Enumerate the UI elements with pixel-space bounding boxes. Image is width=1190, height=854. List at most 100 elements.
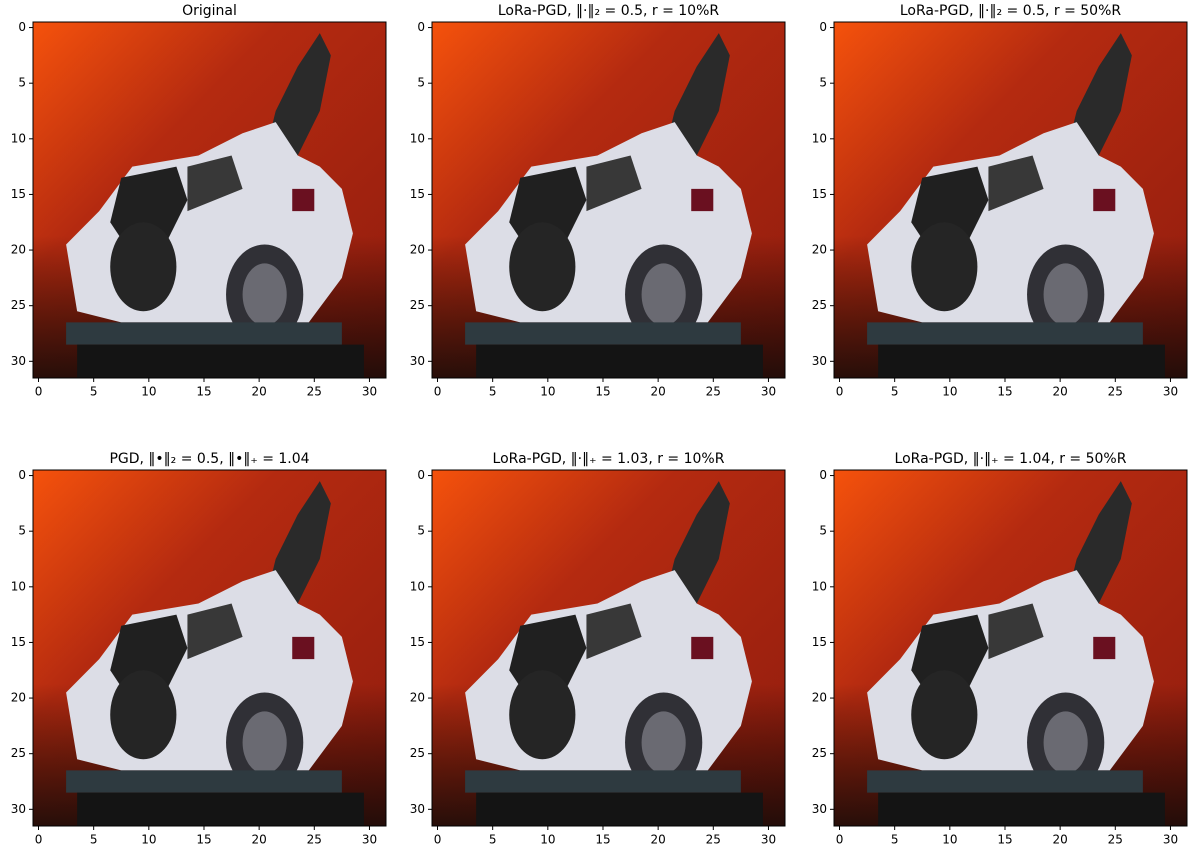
x-tick-label: 20 <box>252 833 267 847</box>
x-tick-label: 30 <box>761 385 776 399</box>
x-tick-label: 0 <box>836 385 844 399</box>
x-tick-label: 25 <box>1108 385 1123 399</box>
x-tick-label: 5 <box>891 385 899 399</box>
panel: LoRa-PGD, ‖·‖₂ = 0.5, r = 10%R 0 5 10 15 20 25… <box>410 3 785 399</box>
x-tick-label: 10 <box>141 833 156 847</box>
x-tick-label: 5 <box>90 385 98 399</box>
y-tick-label: 20 <box>410 243 425 257</box>
panel-title: LoRa-PGD, ‖·‖₊ = 1.03, r = 10%R <box>493 451 725 467</box>
y-tick-label: 10 <box>812 131 827 145</box>
x-tick-label: 5 <box>489 385 497 399</box>
x-tick-label: 30 <box>1163 385 1178 399</box>
y-tick-label: 15 <box>410 187 425 201</box>
y-tick-label: 25 <box>812 298 827 312</box>
y-tick-label: 20 <box>11 691 26 705</box>
x-tick-label: 30 <box>362 385 377 399</box>
image <box>33 22 386 378</box>
image <box>834 22 1187 378</box>
x-tick-label: 0 <box>35 385 43 399</box>
y-tick-label: 5 <box>18 76 26 90</box>
y-tick-label: 15 <box>11 187 26 201</box>
y-tick-label: 5 <box>417 76 425 90</box>
panel-title: LoRa-PGD, ‖·‖₊ = 1.04, r = 50%R <box>895 451 1127 467</box>
y-tick-label: 20 <box>11 243 26 257</box>
panel: Original 0 5 10 15 20 25 30 0 5 10 15 20 25 30 <box>11 3 386 399</box>
y-tick-label: 5 <box>18 524 26 538</box>
x-tick-label: 20 <box>651 385 666 399</box>
x-tick-label: 5 <box>90 833 98 847</box>
y-tick-label: 25 <box>11 298 26 312</box>
x-tick-label: 30 <box>761 833 776 847</box>
x-tick-label: 5 <box>891 833 899 847</box>
x-tick-label: 10 <box>942 833 957 847</box>
image <box>33 470 386 826</box>
y-tick-label: 30 <box>11 802 26 816</box>
y-tick-label: 10 <box>410 579 425 593</box>
y-tick-label: 25 <box>11 746 26 760</box>
y-tick-label: 30 <box>812 354 827 368</box>
panel-title: LoRa-PGD, ‖·‖₂ = 0.5, r = 10%R <box>498 3 720 19</box>
x-tick-label: 25 <box>1108 833 1123 847</box>
x-tick-label: 15 <box>997 385 1012 399</box>
x-tick-label: 5 <box>489 833 497 847</box>
image <box>432 470 785 826</box>
y-tick-label: 15 <box>410 635 425 649</box>
x-tick-label: 10 <box>141 385 156 399</box>
x-tick-label: 15 <box>595 833 610 847</box>
y-tick-label: 15 <box>11 635 26 649</box>
y-tick-label: 15 <box>812 635 827 649</box>
x-tick-label: 20 <box>1053 833 1068 847</box>
panel: LoRa-PGD, ‖·‖₂ = 0.5, r = 50%R 0 5 10 15 20 25… <box>812 3 1187 399</box>
x-tick-label: 15 <box>196 385 211 399</box>
y-tick-label: 0 <box>417 468 425 482</box>
image <box>834 470 1187 826</box>
y-tick-label: 25 <box>410 746 425 760</box>
x-tick-label: 10 <box>540 833 555 847</box>
x-tick-label: 30 <box>1163 833 1178 847</box>
panel-title: PGD, ‖•‖₂ = 0.5, ‖•‖₊ = 1.04 <box>109 451 309 467</box>
y-tick-label: 25 <box>410 298 425 312</box>
x-tick-label: 0 <box>836 833 844 847</box>
y-tick-label: 0 <box>417 20 425 34</box>
y-tick-label: 20 <box>812 691 827 705</box>
y-tick-label: 5 <box>819 524 827 538</box>
y-tick-label: 10 <box>11 579 26 593</box>
x-tick-label: 10 <box>540 385 555 399</box>
y-tick-label: 25 <box>812 746 827 760</box>
panel: PGD, ‖•‖₂ = 0.5, ‖•‖₊ = 1.04 0 5 10 15 20 25 30… <box>11 451 386 847</box>
y-tick-label: 30 <box>410 802 425 816</box>
y-tick-label: 0 <box>819 20 827 34</box>
panel: LoRa-PGD, ‖·‖₊ = 1.03, r = 10%R 0 5 10 15 20 2… <box>410 451 785 847</box>
panel: LoRa-PGD, ‖·‖₊ = 1.04, r = 50%R 0 5 10 15 20 2… <box>812 451 1187 847</box>
y-tick-label: 30 <box>11 354 26 368</box>
y-tick-label: 0 <box>18 468 26 482</box>
x-tick-label: 25 <box>307 385 322 399</box>
x-tick-label: 20 <box>651 833 666 847</box>
x-tick-label: 20 <box>252 385 267 399</box>
y-tick-label: 0 <box>18 20 26 34</box>
x-tick-label: 10 <box>942 385 957 399</box>
image <box>432 22 785 378</box>
x-tick-label: 0 <box>35 833 43 847</box>
y-tick-label: 30 <box>812 802 827 816</box>
y-tick-label: 10 <box>410 131 425 145</box>
x-tick-label: 25 <box>706 385 721 399</box>
y-tick-label: 10 <box>812 579 827 593</box>
x-tick-label: 15 <box>196 833 211 847</box>
y-tick-label: 5 <box>417 524 425 538</box>
x-tick-label: 20 <box>1053 385 1068 399</box>
panel-title: LoRa-PGD, ‖·‖₂ = 0.5, r = 50%R <box>900 3 1122 19</box>
x-tick-label: 15 <box>595 385 610 399</box>
y-tick-label: 15 <box>812 187 827 201</box>
y-tick-label: 10 <box>11 131 26 145</box>
x-tick-label: 15 <box>997 833 1012 847</box>
x-tick-label: 25 <box>307 833 322 847</box>
x-tick-label: 0 <box>434 385 442 399</box>
y-tick-label: 20 <box>410 691 425 705</box>
y-tick-label: 5 <box>819 76 827 90</box>
figure: Original051015202530051015202530LoRa-PGD… <box>0 0 1190 850</box>
x-tick-label: 0 <box>434 833 442 847</box>
panel-title: Original <box>182 3 237 19</box>
x-tick-label: 30 <box>362 833 377 847</box>
y-tick-label: 0 <box>819 468 827 482</box>
